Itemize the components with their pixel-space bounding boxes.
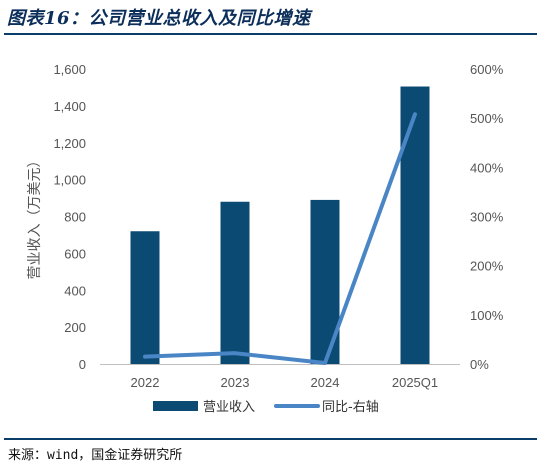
legend-line-label: 同比-右轴 <box>322 400 379 415</box>
plot-area: 0 200 400 600 800 1,000 1,200 1,400 1,600 0% 100% 2… <box>27 62 504 415</box>
y-tick-label: 600 <box>64 246 86 261</box>
legend-bar-label: 营业收入 <box>203 400 255 415</box>
source-rule <box>4 438 537 440</box>
y2-tick-label: 500% <box>470 111 504 126</box>
x-tick-label: 2023 <box>221 375 250 390</box>
y-tick-label: 1,200 <box>53 136 86 151</box>
y2-tick-label: 200% <box>470 259 504 274</box>
y2-tick-label: 400% <box>470 160 504 175</box>
y-tick-label: 800 <box>64 210 86 225</box>
y-tick-label: 1,400 <box>53 99 86 114</box>
legend-bar-swatch <box>153 401 198 411</box>
x-tick-label: 2025Q1 <box>392 375 438 390</box>
revenue-bar <box>130 231 160 364</box>
y2-tick-label: 300% <box>470 210 504 225</box>
y-tick-label: 0 <box>79 357 86 372</box>
revenue-bar <box>400 86 430 364</box>
y-tick-label: 200 <box>64 320 86 335</box>
revenue-chart: 0 200 400 600 800 1,000 1,200 1,400 1,600 0% 100% 2… <box>27 62 504 415</box>
y-tick-label: 400 <box>64 283 86 298</box>
figure-title: 图表16：公司营业总收入及同比增速 <box>7 8 311 29</box>
y2-tick-label: 100% <box>470 308 504 323</box>
y-axis-label: 营业收入（万美元） <box>27 154 43 280</box>
revenue-bar <box>220 201 250 364</box>
y-tick-label: 1,000 <box>53 173 86 188</box>
x-tick-label: 2022 <box>131 375 160 390</box>
y2-tick-label: 0% <box>470 357 489 372</box>
title-rule <box>4 33 537 35</box>
yoy-growth-line <box>143 112 417 366</box>
y-tick-label: 1,600 <box>53 62 86 77</box>
x-tick-label: 2024 <box>311 375 340 390</box>
y2-tick-label: 600% <box>470 62 504 77</box>
source-note: 来源：wind，国金证券研究所 <box>8 448 183 463</box>
